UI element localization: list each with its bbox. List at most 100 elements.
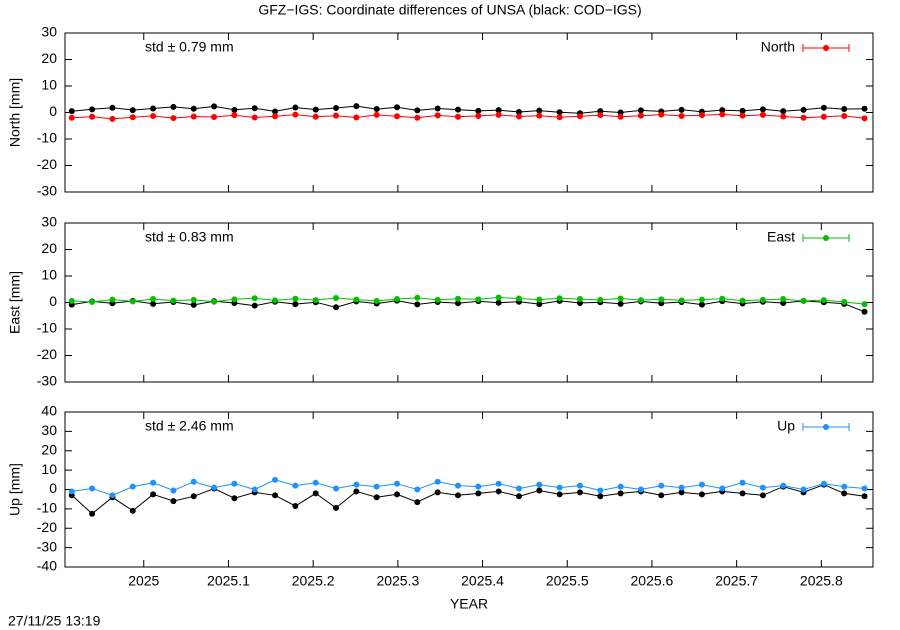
data-point (312, 297, 319, 304)
y-tick-label: 0 (49, 103, 57, 119)
series-line (71, 484, 865, 515)
data-point (576, 296, 583, 303)
data-point (414, 499, 421, 506)
data-point (800, 114, 807, 121)
data-point (597, 112, 604, 119)
data-point (312, 490, 319, 497)
data-point (698, 296, 705, 303)
x-axis-label: YEAR (450, 596, 488, 612)
data-point (495, 299, 502, 306)
data-point (150, 479, 157, 486)
data-point (637, 107, 644, 114)
data-point (759, 111, 766, 118)
data-point (89, 485, 96, 492)
data-point (495, 294, 502, 301)
data-point (353, 114, 360, 121)
legend-label: East (767, 229, 795, 245)
data-point (678, 489, 685, 496)
data-point (800, 106, 807, 113)
y-tick-label: -10 (37, 500, 57, 516)
data-point (150, 491, 157, 498)
data-point (129, 483, 136, 490)
series-line (71, 479, 865, 496)
data-point (617, 300, 624, 307)
y-tick-label: 10 (41, 461, 57, 477)
data-point (780, 108, 787, 115)
std-annotation: std ± 2.46 mm (145, 418, 234, 434)
x-tick-label: 2025.4 (461, 573, 504, 589)
data-point (150, 296, 157, 303)
data-point (272, 476, 279, 483)
data-point (780, 296, 787, 303)
data-point (759, 484, 766, 491)
y-tick-label: -20 (37, 156, 57, 172)
data-point (678, 484, 685, 491)
data-point (495, 480, 502, 487)
plot-frame (64, 32, 874, 193)
y-axis-label: East [mm] (7, 271, 23, 334)
data-point (434, 112, 441, 119)
y-tick-label: -20 (37, 519, 57, 535)
data-point (272, 297, 279, 304)
data-point (576, 113, 583, 120)
data-point (454, 300, 461, 307)
data-point (739, 479, 746, 486)
data-point (861, 115, 868, 122)
data-point (556, 484, 563, 491)
data-point (780, 113, 787, 120)
data-point (129, 114, 136, 121)
data-point (759, 492, 766, 499)
legend-label: North (761, 39, 795, 55)
x-tick-label: 2025.8 (800, 573, 843, 589)
data-point (739, 112, 746, 119)
data-point (272, 492, 279, 499)
data-point (394, 296, 401, 303)
data-point (333, 304, 340, 311)
data-point (231, 296, 238, 303)
data-point (170, 297, 177, 304)
data-point (536, 107, 543, 114)
data-point (658, 111, 665, 118)
data-point (170, 487, 177, 494)
data-point (617, 490, 624, 497)
data-point (190, 478, 197, 485)
data-point (536, 481, 543, 488)
data-point (820, 297, 827, 304)
data-point (251, 302, 258, 309)
data-point (617, 109, 624, 116)
data-point (820, 480, 827, 487)
data-point (841, 112, 848, 119)
y-tick-label: 20 (41, 240, 57, 256)
data-point (536, 296, 543, 303)
data-point (637, 112, 644, 119)
data-point (637, 297, 644, 304)
data-point (475, 296, 482, 303)
data-point (109, 492, 116, 499)
data-point (251, 486, 258, 493)
x-tick-label: 2025.2 (292, 573, 335, 589)
data-point (841, 490, 848, 497)
data-point (373, 494, 380, 501)
data-point (617, 113, 624, 120)
data-point (515, 113, 522, 120)
std-annotation: std ± 0.83 mm (145, 229, 234, 245)
data-point (434, 105, 441, 112)
data-point (454, 295, 461, 302)
data-point (150, 105, 157, 112)
data-point (556, 109, 563, 116)
data-point (739, 490, 746, 497)
data-point (739, 297, 746, 304)
chart-title: GFZ−IGS: Coordinate differences of UNSA … (258, 2, 641, 18)
data-point (536, 301, 543, 308)
data-point (475, 490, 482, 497)
data-point (231, 495, 238, 502)
data-point (576, 489, 583, 496)
data-point (190, 296, 197, 303)
x-tick-label: 2025 (128, 573, 159, 589)
data-point (129, 507, 136, 514)
data-point (861, 493, 868, 500)
data-point (719, 107, 726, 114)
data-point (739, 107, 746, 114)
series-line (71, 105, 865, 114)
